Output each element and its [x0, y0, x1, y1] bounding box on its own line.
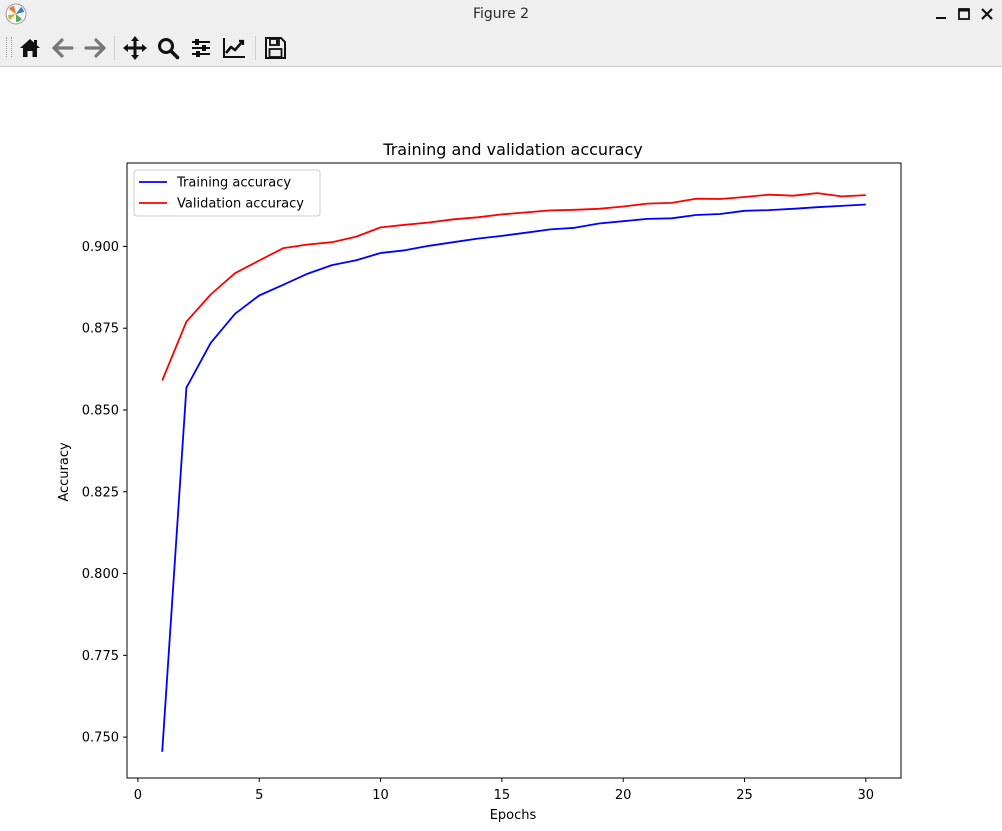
minimize-icon[interactable] — [931, 4, 951, 24]
x-tick-label: 15 — [494, 788, 511, 803]
toolbar-grip[interactable] — [6, 37, 12, 57]
legend-label: Training accuracy — [176, 176, 291, 191]
close-icon[interactable] — [977, 4, 997, 24]
y-tick-label: 0.825 — [82, 485, 119, 500]
series-line-validation — [161, 192, 866, 381]
y-tick-label: 0.775 — [82, 649, 119, 664]
y-tick-label: 0.875 — [82, 322, 119, 337]
x-tick-label: 5 — [255, 788, 263, 803]
chart-title: Training and validation accuracy — [382, 140, 642, 159]
zoom-magnifier-icon[interactable] — [154, 34, 182, 62]
legend-label: Validation accuracy — [177, 197, 304, 212]
forward-arrow-icon[interactable] — [81, 34, 109, 62]
x-tick-label: 0 — [134, 788, 142, 803]
x-tick-label: 30 — [858, 788, 875, 803]
back-arrow-icon[interactable] — [49, 34, 77, 62]
matplotlib-logo-icon — [5, 3, 27, 25]
window-title: Figure 2 — [472, 6, 530, 22]
maximize-icon[interactable] — [954, 4, 974, 24]
legend-box — [133, 169, 321, 217]
x-tick-label: 10 — [372, 788, 389, 803]
y-tick-label: 0.900 — [82, 240, 119, 255]
plot-area: 0 5 10 15 20 25 30 0.750 0.775 0.800 0.825 0.850 0.8… — [82, 162, 902, 803]
legend: Training accuracy Validation accuracy — [133, 169, 321, 217]
x-axis-label: Epochs — [490, 808, 537, 823]
navigation-toolbar — [0, 28, 1002, 67]
figure-canvas[interactable]: Training and validation accuracy Epochs … — [1, 67, 1001, 827]
toolbar-separator — [255, 36, 256, 60]
y-tick-label: 0.850 — [82, 403, 119, 418]
subplots-sliders-icon[interactable] — [187, 34, 215, 62]
save-floppy-icon[interactable] — [261, 34, 289, 62]
home-icon[interactable] — [16, 34, 44, 62]
x-tick-label: 20 — [615, 788, 632, 803]
toolbar-separator — [114, 36, 115, 60]
series-line-training — [161, 203, 866, 752]
accuracy-chart: Training and validation accuracy Epochs … — [57, 140, 902, 823]
y-tick-label: 0.750 — [82, 731, 119, 746]
y-tick-label: 0.800 — [82, 567, 119, 582]
window-titlebar: Figure 2 — [0, 0, 1002, 28]
x-tick-label: 25 — [736, 788, 753, 803]
axes-frame — [126, 162, 902, 779]
y-axis-label: Accuracy — [57, 442, 72, 502]
pan-move-icon[interactable] — [121, 34, 149, 62]
customize-chart-icon[interactable] — [220, 34, 248, 62]
